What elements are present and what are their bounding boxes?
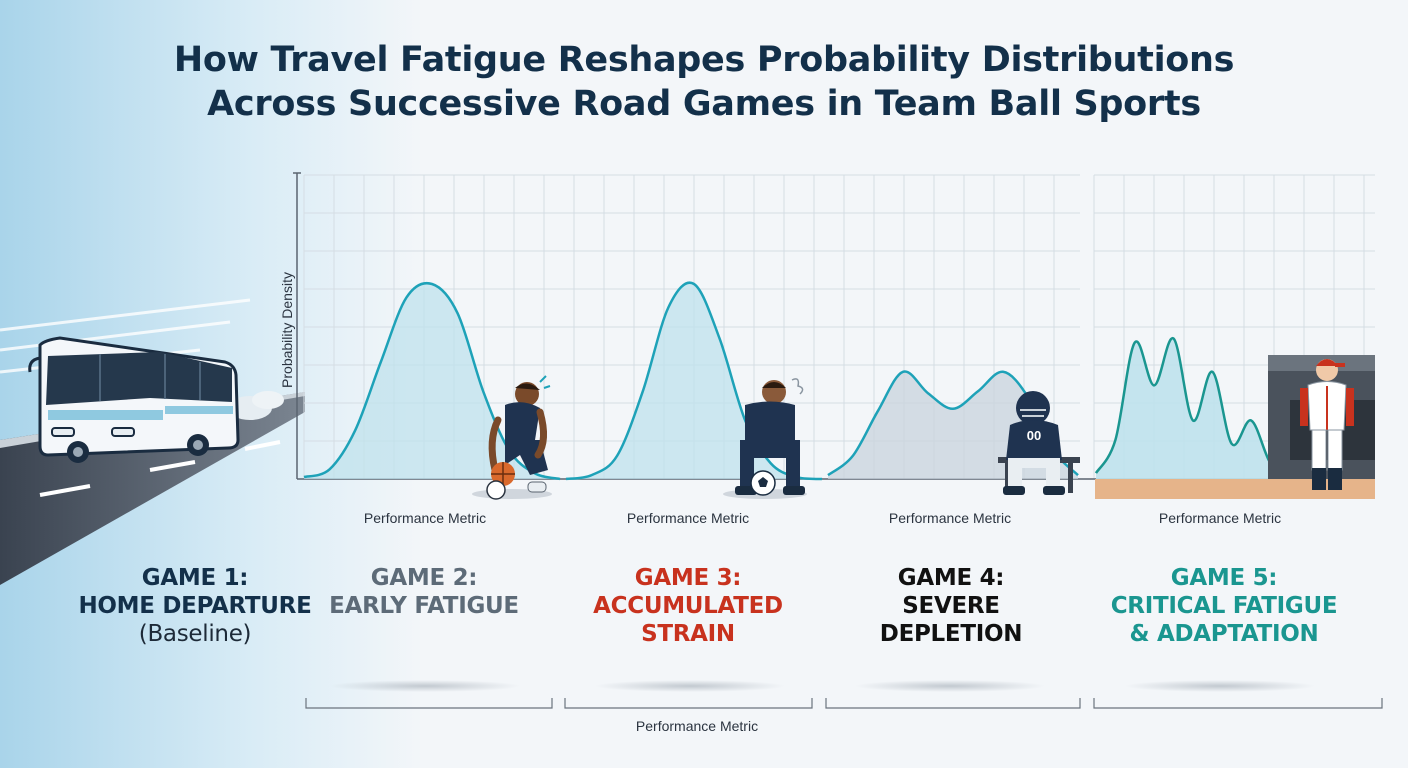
page-title: How Travel Fatigue Reshapes Probability … [0, 38, 1408, 126]
game2-number: GAME 2: [370, 565, 478, 591]
soccer-player-icon [723, 378, 807, 499]
panel-xlabel-game3: Performance Metric [626, 510, 750, 526]
basketball-player-icon [472, 375, 552, 500]
baseball-player-icon [1095, 355, 1375, 499]
title-line-2: Across Successive Road Games in Team Bal… [207, 84, 1201, 124]
game4-title: SEVERE [902, 593, 1000, 619]
game1-subtitle: (Baseline) [138, 621, 252, 647]
game1-label: GAME 1: HOME DEPARTURE (Baseline) [65, 564, 325, 648]
bottom-xlabel: Performance Metric [635, 718, 759, 734]
distribution-area-game5 [1096, 338, 1290, 479]
game3-label: GAME 3: ACCUMULATED STRAIN [558, 564, 818, 648]
game4-subtitle: DEPLETION [879, 621, 1023, 647]
game1-title: HOME DEPARTURE [78, 593, 312, 619]
bus-icon [28, 336, 284, 463]
game5-title: CRITICAL FATIGUE [1110, 593, 1338, 619]
game1-number: GAME 1: [141, 565, 249, 591]
football-player-icon: 00 [998, 391, 1080, 495]
bottom-brackets [305, 698, 1383, 709]
game4-label: GAME 4: SEVERE DEPLETION [821, 564, 1081, 648]
game5-subtitle: & ADAPTATION [1129, 621, 1319, 647]
svg-text:00: 00 [1027, 428, 1041, 443]
panel-xlabel-game2: Performance Metric [363, 510, 487, 526]
y-axis-label: Probability Density [279, 272, 295, 388]
distribution-curve-game3 [565, 281, 823, 481]
title-line-1: How Travel Fatigue Reshapes Probability … [173, 40, 1235, 80]
game3-number: GAME 3: [634, 565, 742, 591]
game2-label: GAME 2: EARLY FATIGUE [294, 564, 554, 620]
panel-xlabel-game4: Performance Metric [888, 510, 1012, 526]
game5-number: GAME 5: [1170, 565, 1278, 591]
game2-title: EARLY FATIGUE [329, 593, 519, 619]
game3-subtitle: STRAIN [641, 621, 735, 647]
panel-xlabel-game5: Performance Metric [1158, 510, 1282, 526]
game4-number: GAME 4: [897, 565, 1005, 591]
distribution-curve-game5 [1094, 337, 1291, 477]
game3-title: ACCUMULATED [593, 593, 783, 619]
game5-label: GAME 5: CRITICAL FATIGUE & ADAPTATION [1094, 564, 1354, 648]
